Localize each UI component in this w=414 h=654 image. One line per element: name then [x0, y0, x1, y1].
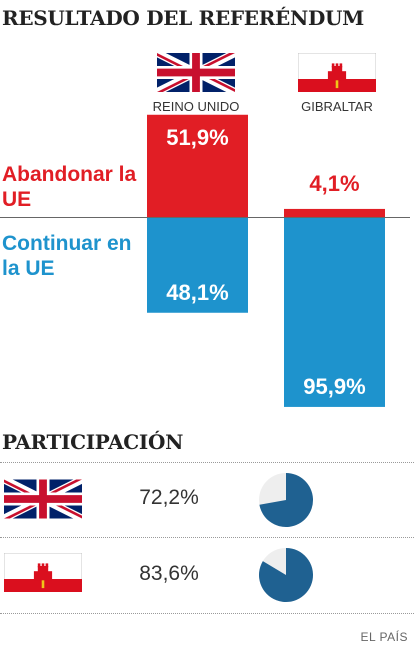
pie-slice-turnout — [259, 548, 313, 602]
divider — [0, 613, 414, 614]
gibraltar-flag-icon — [4, 553, 82, 592]
data-label-remain-uk: 48,1% — [166, 280, 228, 305]
data-label-leave-uk: 51,9% — [166, 125, 228, 150]
bar-leave-gibraltar — [284, 208, 385, 217]
uk-flag-icon — [4, 478, 82, 520]
bar-leave-uk — [147, 114, 248, 217]
turnout-title: PARTICIPACIÓN — [2, 430, 184, 454]
bar-remain-gibraltar — [284, 218, 385, 407]
column-label-uk: REINO UNIDO — [152, 99, 240, 114]
turnout-pie-gibraltar — [259, 548, 313, 602]
turnout-value-uk: 72,2% — [139, 486, 199, 509]
chart-title: RESULTADO DEL REFERÉNDUM — [2, 6, 365, 30]
data-label-leave-gibraltar: 4,1% — [309, 171, 359, 196]
divider — [0, 537, 414, 538]
legend-leave: Abandonar la UE — [2, 163, 137, 211]
turnout-pie-uk — [259, 473, 313, 527]
data-label-remain-gibraltar: 95,9% — [303, 374, 365, 399]
legend-remain: Continuar en la UE — [2, 232, 132, 280]
turnout-value-gibraltar: 83,6% — [139, 562, 199, 585]
pie-slice-turnout — [259, 473, 313, 527]
baseline — [0, 217, 410, 218]
divider — [0, 462, 414, 463]
column-label-gibraltar: GIBRALTAR — [301, 99, 373, 114]
source-credit: EL PAÍS — [360, 630, 408, 644]
bar-remain-uk — [147, 218, 248, 313]
result-bar-chart: 51,9% 4,1% 48,1% 95,9% — [147, 114, 385, 407]
